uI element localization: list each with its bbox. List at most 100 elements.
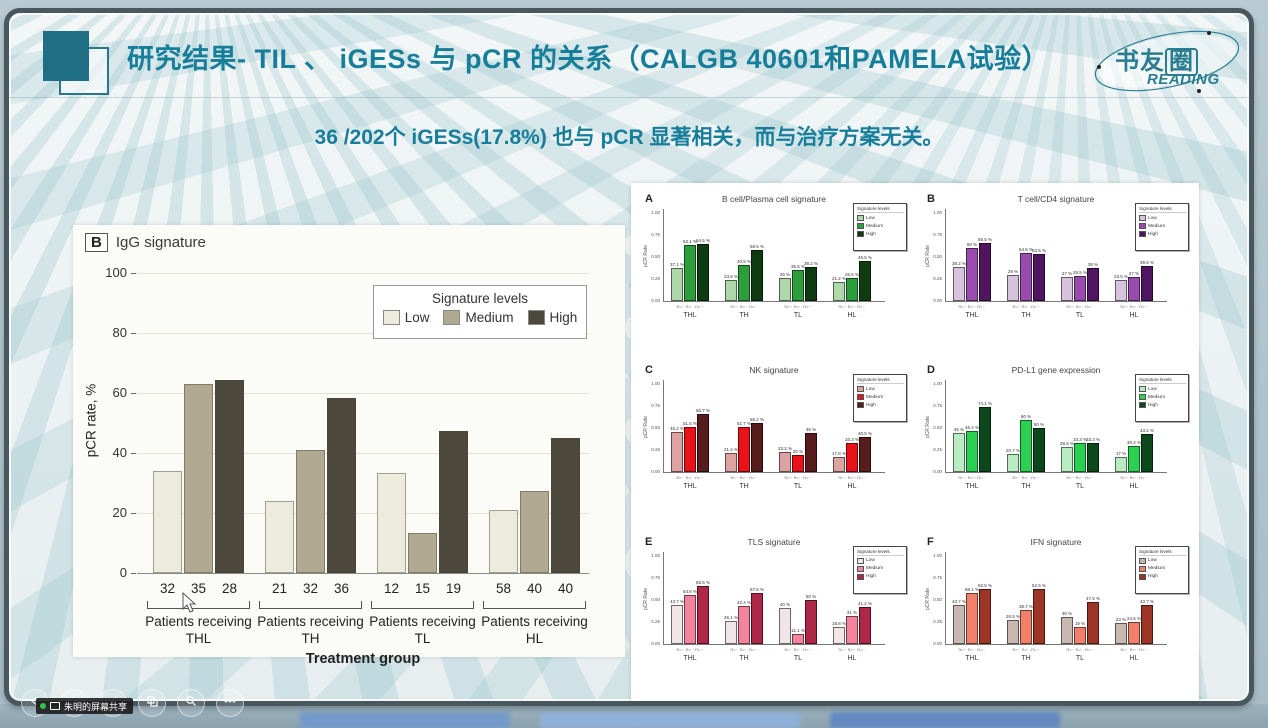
bar-low (1115, 280, 1127, 301)
y-tick-label: 60 (112, 385, 127, 400)
bar-low (1061, 277, 1073, 301)
y-tick-label: 0.25 (651, 276, 660, 281)
sample-size-row: n=·· n=·· n=·· (838, 304, 866, 309)
bar-high (551, 438, 580, 573)
legend-title: Signature levels (1139, 377, 1186, 385)
bar-value-label: 23 % (1115, 617, 1127, 623)
legend-item-low: Low (1139, 557, 1188, 564)
chart-title: TLS signature (747, 536, 801, 547)
x-axis-title: Treatment group (305, 651, 421, 667)
low-swatch (857, 386, 864, 393)
legend-title: Signature levels (857, 377, 904, 385)
bar-medium (966, 431, 978, 473)
sample-size-row: n=·· n=·· n=·· (730, 475, 758, 481)
legend-label: Medium (866, 566, 884, 572)
group-label-line1: Patients receiving (369, 614, 476, 629)
chart-legend: Signature levels Low Medium High (853, 203, 907, 251)
bar-value-label: 43.7 % (1139, 599, 1154, 605)
y-tick-label: 0.50 (651, 425, 660, 431)
bar-low (1115, 457, 1127, 473)
legend-label: Low (1148, 558, 1157, 564)
group-label-line2: TL (414, 631, 431, 646)
sample-size-row: n=·· n=·· n=·· (784, 304, 812, 309)
legend-label: Medium (1148, 223, 1166, 229)
bar-low (377, 472, 406, 573)
gridline (137, 273, 589, 274)
medium-swatch (1139, 565, 1146, 572)
y-axis-label: pCR rate, % (83, 383, 99, 458)
legend-label: High (1148, 402, 1158, 408)
y-tick-label: 0.50 (933, 425, 942, 431)
bar-value-label: 35.5 % (790, 263, 805, 269)
treatment-group-label: TL (1075, 312, 1085, 319)
bar-medium (1128, 445, 1140, 473)
bar-value-label: 37.1 % (669, 262, 684, 268)
bar-high (1033, 428, 1045, 473)
bar-medium (684, 427, 696, 473)
bar-value-label: 28.6 % (1059, 441, 1074, 447)
screen-share-badge: 朱明的屏幕共享 (36, 698, 134, 714)
y-tick-label: 1.00 (933, 552, 942, 558)
bar-high (751, 592, 763, 644)
bar-value-label: 38.2 % (951, 261, 966, 267)
bar-medium (1074, 443, 1086, 473)
bar-low (833, 627, 845, 644)
bar-value-label: 54.8 % (682, 589, 697, 595)
bar-value-label: 17 % (1115, 451, 1127, 457)
y-axis-label: pCR Rate (925, 587, 931, 610)
treatment-group-label: Patients receiving THL (135, 613, 262, 647)
legend-label: Low (404, 310, 430, 325)
chart-legend: Signature levels Low Medium High (1135, 374, 1189, 423)
bar-low (833, 282, 845, 301)
y-axis-label: pCR Rate (925, 245, 931, 267)
x-axis-line (945, 472, 1167, 474)
y-axis-line (945, 551, 946, 644)
bar-high (1087, 267, 1099, 301)
bar-medium (846, 277, 858, 301)
bar-high (439, 430, 468, 573)
bar-medium (966, 592, 978, 644)
bar-high (805, 432, 817, 473)
legend-title: Signature levels (1139, 206, 1186, 213)
slide-header: 研究结果- TIL 、 iGESs 与 pCR 的关系（CALGB 40601和… (9, 13, 1249, 98)
y-tick-label: 0.25 (933, 447, 942, 453)
panel-letter: E (645, 535, 653, 548)
bar-low (1007, 275, 1019, 301)
treatment-group-label: TH (739, 654, 749, 662)
bar-medium (966, 248, 978, 301)
legend-label: Medium (1148, 566, 1166, 572)
screen-share-label: 朱明的屏幕共享 (64, 701, 128, 712)
y-tick-label: 0.75 (651, 403, 660, 409)
bar-value-label: 23.2 % (777, 445, 792, 451)
bar-value-label: 65.5 % (977, 237, 992, 243)
y-axis-label: pCR Rate (643, 245, 649, 267)
treatment-group-label: HL (1129, 654, 1139, 662)
y-axis-line (663, 380, 664, 473)
y-tick (131, 573, 136, 574)
x-axis-line (945, 301, 1167, 302)
bar-medium (792, 269, 804, 301)
bar-value-label: 19 % (1074, 620, 1086, 626)
treatment-group-label: THL (965, 483, 979, 491)
y-axis-line (663, 209, 664, 301)
bar-low (833, 456, 845, 473)
legend-item-low: Low (1139, 386, 1188, 393)
sample-size-row: n=·· n=·· n=·· (958, 475, 986, 481)
sample-size-label: 36 (333, 581, 350, 596)
magnifier-button[interactable] (177, 689, 205, 717)
slide-thumbnails-button[interactable] (138, 689, 166, 717)
high-swatch (1139, 402, 1146, 409)
sample-size-row: n=·· n=·· n=·· (1066, 304, 1094, 309)
bar-high (751, 249, 763, 301)
previous-slide-icon (29, 694, 41, 712)
medium-swatch (1139, 394, 1146, 401)
sample-size-row: n=·· n=·· n=·· (1012, 304, 1040, 309)
bar-low (953, 267, 965, 301)
bar-medium (1128, 277, 1140, 301)
bar-high (1033, 253, 1045, 301)
sample-size-row: n=·· n=·· n=·· (730, 304, 758, 309)
bar-medium (520, 490, 549, 573)
bar-value-label: 60 % (966, 242, 978, 248)
treatment-group-label: TH (1021, 483, 1031, 491)
more-options-button[interactable] (216, 689, 244, 717)
